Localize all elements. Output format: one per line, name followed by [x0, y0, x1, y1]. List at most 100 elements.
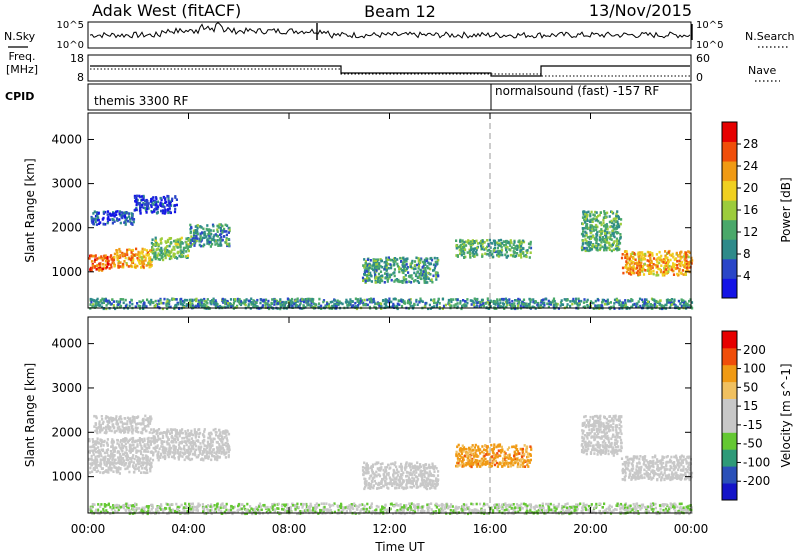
power-cell [586, 214, 588, 217]
power-cell [667, 270, 669, 273]
velocity-cell [130, 447, 132, 450]
power-cell [220, 228, 222, 231]
power-cell [212, 225, 214, 228]
power-cell [609, 221, 611, 224]
power-cell [220, 244, 222, 247]
velocity-cell [367, 466, 369, 469]
power-cell [614, 236, 616, 239]
power-cell [595, 224, 597, 227]
power-cell [596, 241, 598, 244]
velocity-cell [162, 456, 164, 459]
velocity-cell [110, 417, 112, 420]
power-cell [185, 237, 187, 240]
velocity-cell [123, 464, 125, 467]
velocity-cell [394, 464, 396, 467]
power-cell [653, 257, 655, 260]
velocity-cell [406, 483, 408, 486]
velocity-cell [139, 450, 141, 453]
power-cell [151, 247, 153, 250]
power-cell [381, 260, 383, 263]
power-cell [567, 303, 569, 306]
velocity-cell [138, 469, 140, 472]
velocity-cell [376, 487, 378, 490]
power-cell [372, 264, 374, 267]
power-cell [467, 251, 469, 254]
velocity-cell [109, 468, 111, 471]
power-cell [91, 220, 93, 223]
power-cell [433, 269, 435, 272]
velocity-cell [166, 428, 168, 431]
power-colorbar-tick-label: 20 [743, 181, 758, 195]
velocity-cell [116, 421, 118, 424]
power-cell [128, 215, 130, 218]
power-cell [448, 299, 450, 302]
power-cell [595, 245, 597, 248]
power-cell [522, 247, 524, 250]
velocity-cell [168, 448, 170, 451]
velocity-cell [146, 459, 148, 462]
power-cell [417, 257, 419, 260]
velocity-cell [127, 454, 129, 457]
power-cell [679, 252, 681, 255]
power-cell [505, 243, 507, 246]
power-cell [110, 214, 112, 217]
velocity-cell [429, 483, 431, 486]
power-cell [683, 266, 685, 269]
power-cell [624, 302, 626, 305]
power-cell [123, 302, 125, 305]
power-cell [584, 231, 586, 234]
power-cell [596, 305, 598, 308]
power-cell [107, 263, 109, 266]
power-cell [571, 303, 573, 306]
velocity-cell [416, 461, 418, 464]
power-cell [561, 303, 563, 306]
power-cell [408, 280, 410, 283]
power-cell [366, 299, 368, 302]
power-cell [481, 255, 483, 258]
power-cell [463, 243, 465, 246]
power-cell [152, 238, 154, 241]
power-cell [520, 305, 522, 308]
power-cell [365, 262, 367, 265]
velocity-cell [147, 440, 149, 443]
power-cell [589, 215, 591, 218]
power-cell [204, 304, 206, 307]
velocity-cell [154, 436, 156, 439]
power-cell [608, 232, 610, 235]
power-cell [411, 274, 413, 277]
power-cell [371, 280, 373, 283]
power-cell [217, 239, 219, 242]
power-cell [168, 299, 170, 302]
velocity-cell [132, 454, 134, 457]
power-cell [396, 305, 398, 308]
power-cell [197, 303, 199, 306]
power-cell [437, 272, 439, 275]
velocity-cell [122, 447, 124, 450]
power-cell [348, 301, 350, 304]
velocity-cell [185, 441, 187, 444]
power-cell [318, 298, 320, 301]
power-cell [373, 298, 375, 301]
velocity-cell [418, 466, 420, 469]
velocity-cell [135, 440, 137, 443]
velocity-cell [399, 484, 401, 487]
power-cell [119, 250, 121, 253]
power-cell [611, 211, 613, 214]
power-cell [635, 305, 637, 308]
velocity-cell [365, 464, 367, 467]
velocity-cell [126, 449, 128, 452]
power-cell [177, 303, 179, 306]
power-cell [94, 266, 96, 269]
power-cell [115, 249, 117, 252]
velocity-cell [216, 446, 218, 449]
power-cell [635, 259, 637, 262]
power-cell [681, 261, 683, 264]
power-cell [436, 263, 438, 266]
velocity-cell [115, 462, 117, 465]
power-cell [466, 302, 468, 305]
power-colorbar-tick-label: 24 [743, 159, 758, 173]
power-cell [656, 271, 658, 274]
power-cell [455, 239, 457, 242]
velocity-cell [129, 462, 131, 465]
power-cell [137, 251, 139, 254]
